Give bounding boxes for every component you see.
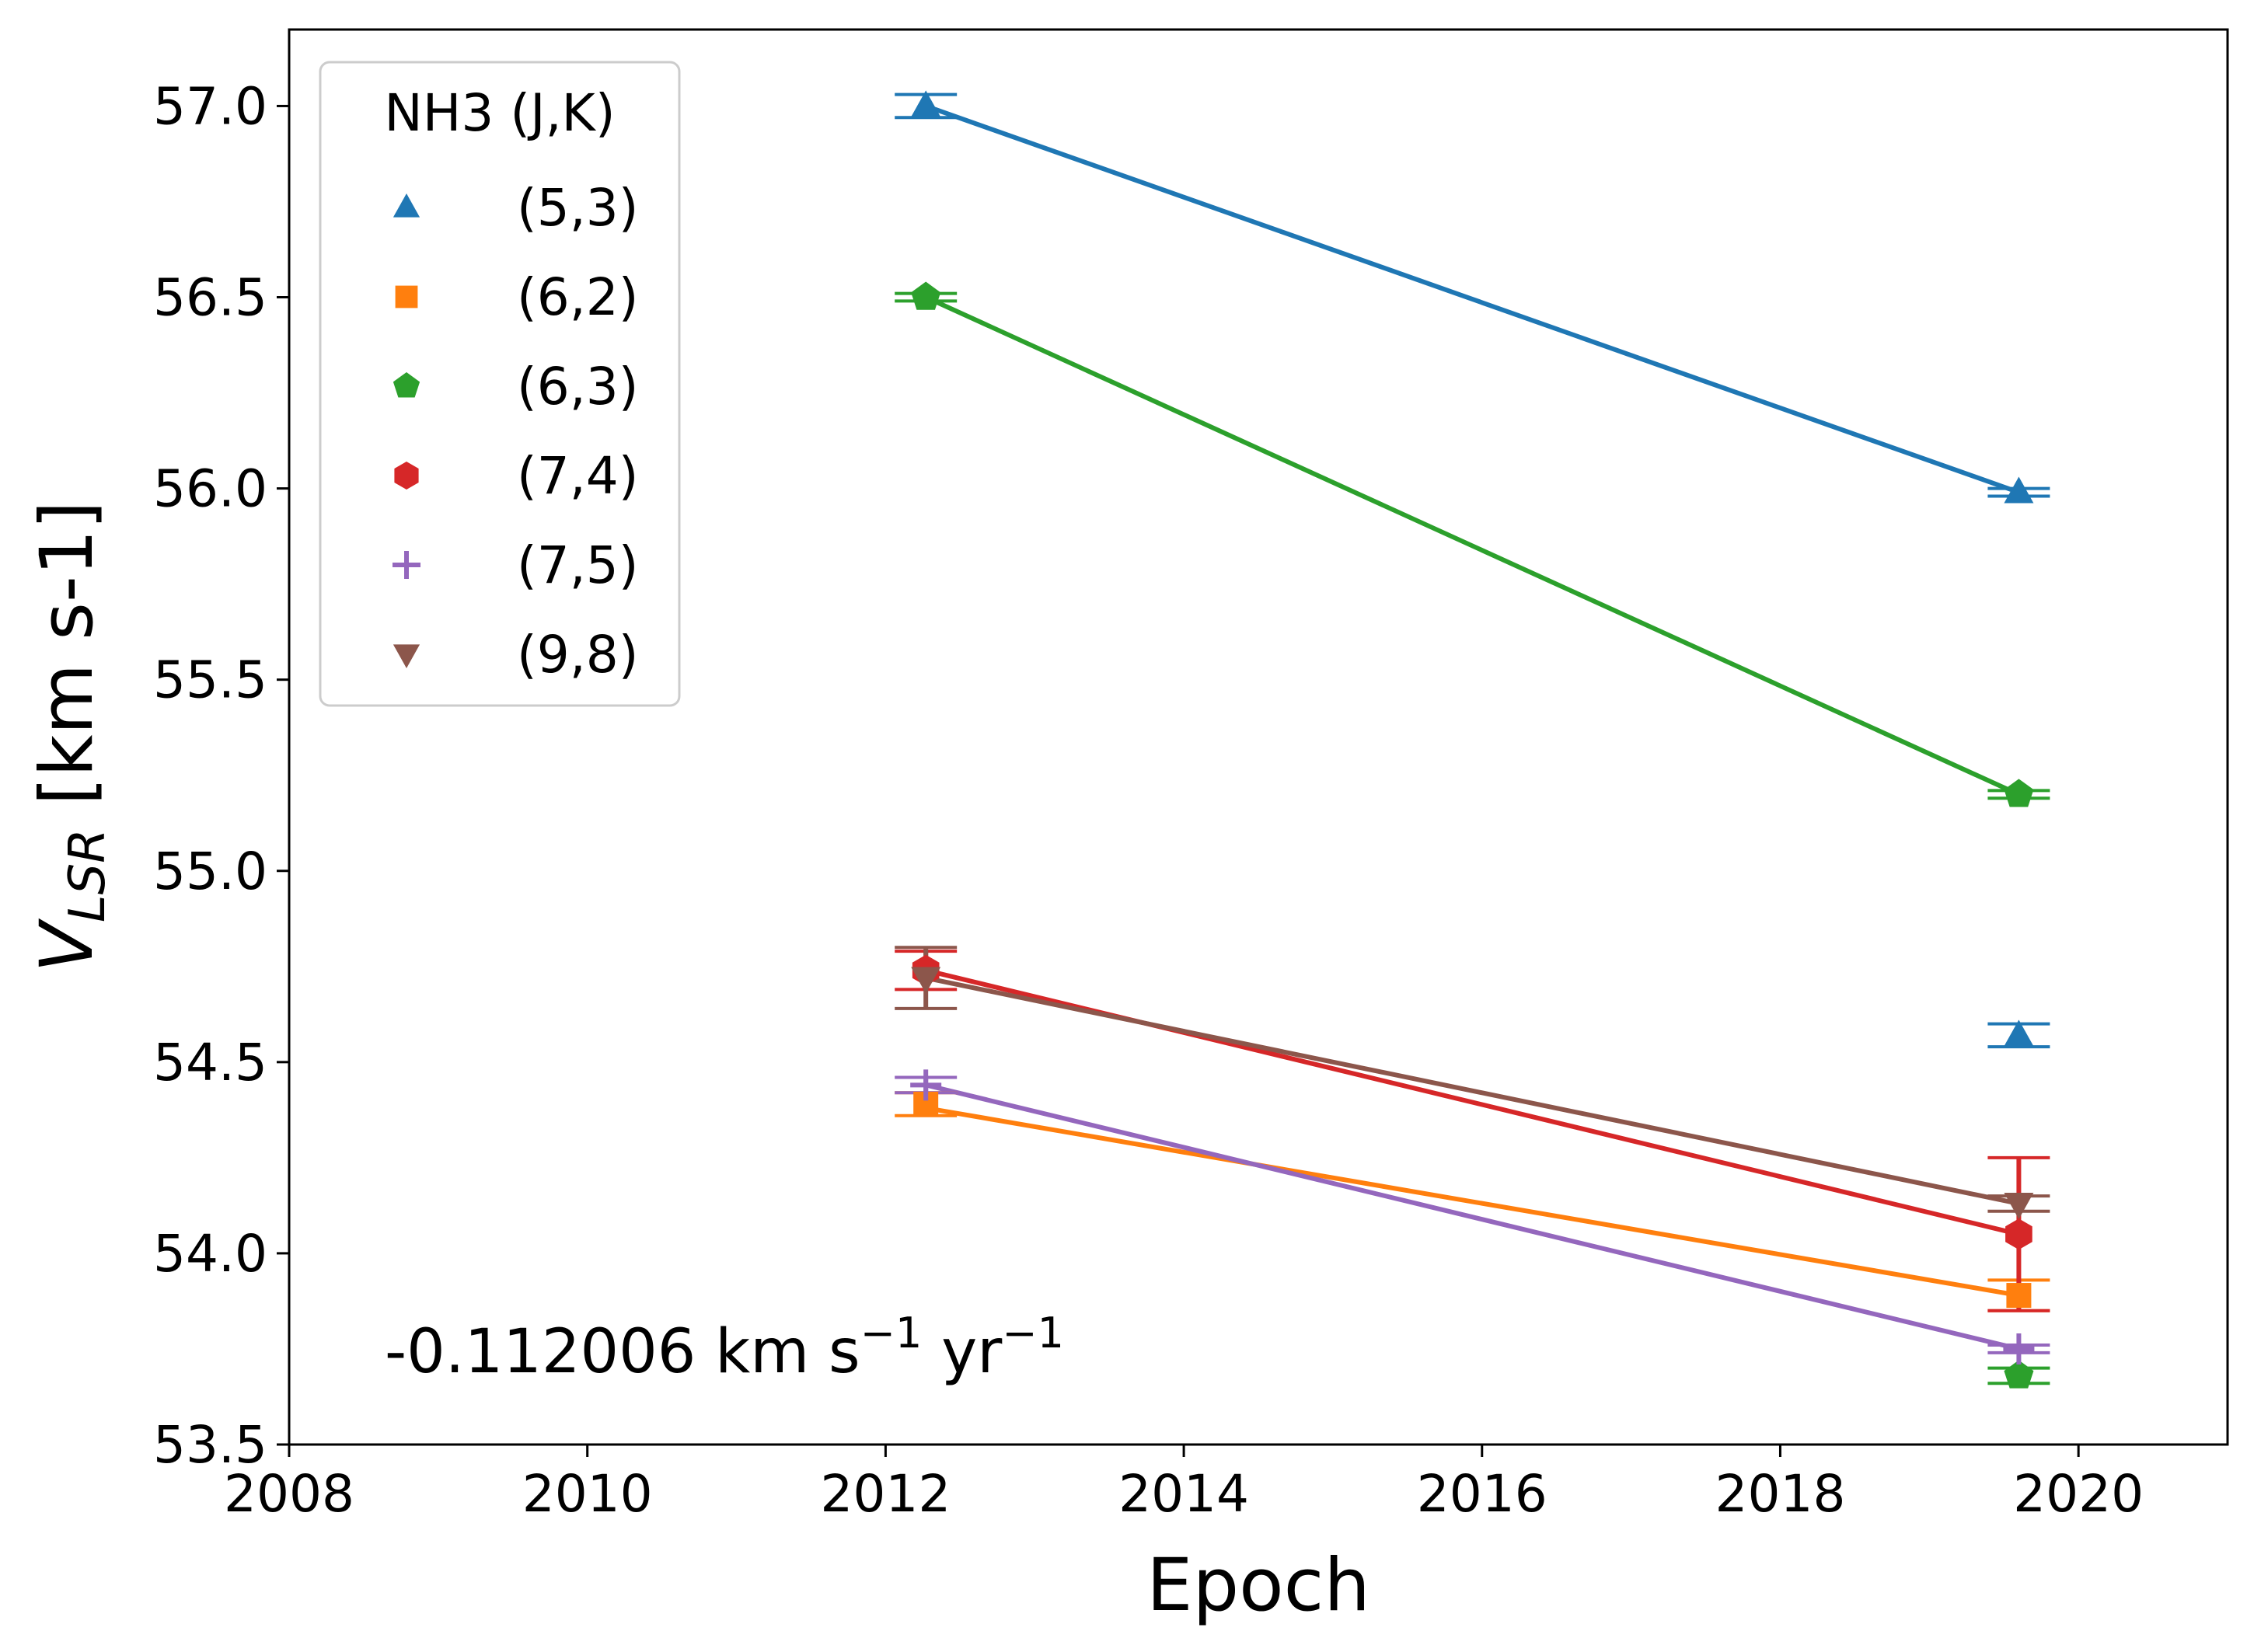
y-tick-label: 55.0 (153, 842, 267, 901)
slope-annotation-exp1: −1 (860, 1309, 923, 1357)
slope-annotation-yr: yr (922, 1317, 1003, 1387)
data-point (2004, 1360, 2034, 1389)
y-axis-title: VLSR [km s-1] (25, 501, 117, 973)
legend-label: (6,2) (517, 267, 638, 327)
y-axis-title-subscript: LSR (59, 828, 117, 922)
legend-box (319, 61, 681, 707)
y-tick-label: 55.5 (153, 650, 267, 710)
legend-marker (393, 644, 420, 668)
y-tick-label: 56.0 (153, 459, 267, 519)
data-point (2004, 1019, 2034, 1047)
x-tick-label: 2010 (522, 1464, 653, 1524)
y-tick-label: 53.5 (153, 1415, 267, 1475)
legend-label: (9,8) (517, 625, 638, 685)
data-point (911, 90, 941, 117)
y-tick-label: 54.0 (153, 1224, 267, 1284)
series-lines (924, 103, 2020, 1351)
data-markers (910, 90, 2035, 1389)
legend-title: NH3 (J,K) (384, 83, 615, 143)
series-line (925, 103, 2020, 495)
x-tick-label: 2020 (2013, 1464, 2144, 1524)
legend: NH3 (J,K) (5,3) (6,2) (6,3) (7,4) (7,5) (9,8) (319, 61, 681, 707)
y-axis-title-main: V (25, 918, 110, 972)
x-tick-label: 2012 (820, 1464, 951, 1524)
x-tick-label: 2008 (224, 1464, 354, 1524)
data-point (2004, 779, 2034, 807)
data-point (910, 1069, 942, 1101)
legend-label: (5,3) (517, 178, 638, 238)
slope-annotation-value: -0.112006 km s (385, 1317, 860, 1387)
legend-marker (393, 193, 420, 218)
y-tick-label: 57.0 (153, 76, 267, 136)
legend-label: (6,3) (517, 357, 638, 416)
slope-annotation-exp2: −1 (1002, 1309, 1064, 1357)
data-point (911, 967, 941, 994)
x-tick-label: 2014 (1118, 1464, 1249, 1524)
y-axis-ticks: 53.5 54.0 54.5 55.0 55.5 56.0 56.5 57.0 (153, 76, 289, 1475)
legend-marker (393, 372, 420, 398)
data-point (2004, 1192, 2034, 1219)
series-line (924, 295, 2020, 797)
legend-label: (7,5) (517, 535, 638, 595)
plot-frame (288, 28, 2229, 1446)
y-tick-label: 56.5 (153, 268, 267, 328)
series-line (925, 1105, 2019, 1298)
data-point (2003, 1333, 2035, 1364)
x-axis-ticks: 2008 2010 2012 2014 2016 2018 2020 (224, 1445, 2144, 1524)
y-axis-title-units: [km s-1] (25, 501, 110, 829)
slope-annotation: -0.112006 km s−1 yr−1 (385, 1309, 1064, 1387)
data-point (2004, 476, 2034, 504)
data-point (2006, 1283, 2032, 1309)
legend-marker (394, 462, 419, 490)
data-point (2005, 1218, 2032, 1250)
legend-label: (7,4) (517, 446, 638, 506)
x-tick-label: 2018 (1715, 1464, 1845, 1524)
legend-marker (393, 551, 420, 579)
x-axis-title: Epoch (1146, 1543, 1370, 1628)
data-point (911, 281, 941, 310)
legend-items: (5,3) (6,2) (6,3) (7,4) (7,5) (9,8) (393, 178, 638, 685)
y-tick-label: 54.5 (153, 1033, 267, 1093)
legend-marker (395, 285, 418, 308)
series-line (925, 1082, 2020, 1351)
series-line (925, 975, 2020, 1206)
x-tick-label: 2016 (1417, 1464, 1547, 1524)
